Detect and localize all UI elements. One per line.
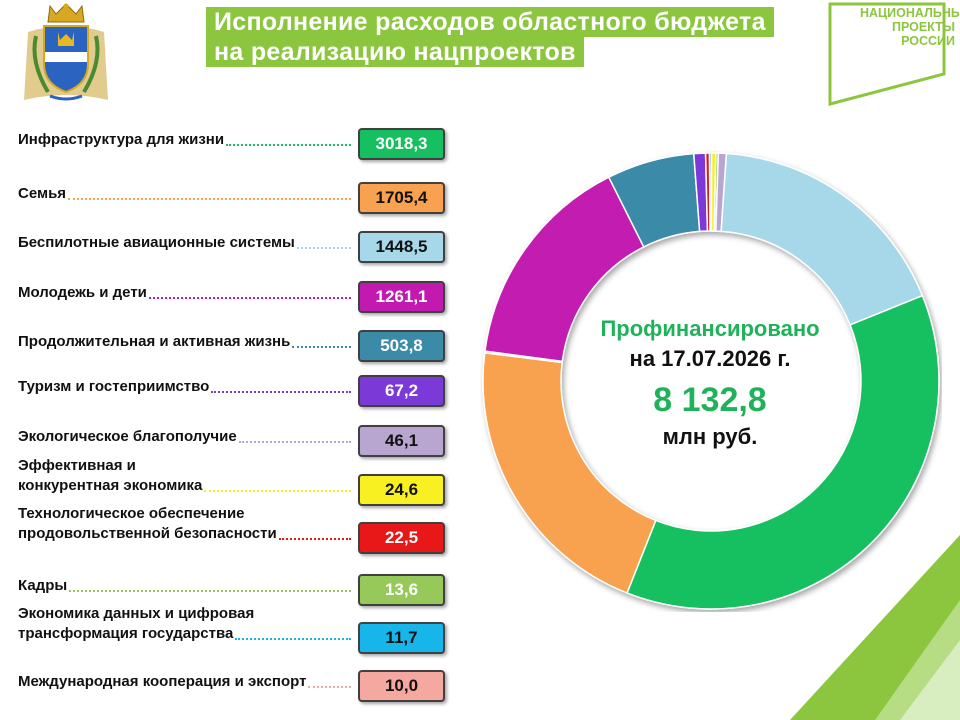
legend-label-text: Экономика данных и цифровая bbox=[18, 605, 255, 622]
legend-leader-dots bbox=[238, 441, 351, 443]
legend-value-badge: 24,6 bbox=[358, 474, 445, 506]
legend-value-badge: 3018,3 bbox=[358, 128, 445, 160]
legend-value-badge: 503,8 bbox=[358, 330, 445, 362]
legend-value-badge: 22,5 bbox=[358, 522, 445, 554]
legend-leader-dots bbox=[204, 490, 351, 492]
legend-label: Международная кооперация и экспорт bbox=[18, 672, 351, 692]
legend-label-text: конкурентная экономика bbox=[18, 477, 203, 494]
legend-label: Семья bbox=[18, 184, 351, 204]
legend-value-badge: 10,0 bbox=[358, 670, 445, 702]
legend-label: Технологическое обеспечение продовольстве… bbox=[18, 504, 351, 544]
legend-leader-dots bbox=[211, 391, 351, 393]
national-projects-logo-text: НАЦИОНАЛЬНЫЕ ПРОЕКТЫ РОССИИ bbox=[860, 6, 960, 48]
title-line-2: на реализацию нацпроектов bbox=[206, 37, 584, 67]
legend-label-text: Туризм и гостеприимство bbox=[18, 378, 210, 395]
legend-label-text: Беспилотные авиационные системы bbox=[18, 234, 295, 251]
legend-leader-dots bbox=[226, 144, 351, 146]
legend-leader-dots bbox=[292, 346, 351, 348]
legend-value-badge: 1261,1 bbox=[358, 281, 445, 313]
legend-label: Продолжительная и активная жизнь bbox=[18, 332, 351, 352]
legend-label: Экологическое благополучие bbox=[18, 427, 351, 447]
donut-slice bbox=[720, 152, 924, 326]
donut-center-summary: Профинансировано на 17.07.2026 г. 8 132,… bbox=[560, 314, 860, 452]
legend-label: Инфраструктура для жизни bbox=[18, 130, 351, 150]
national-projects-logo bbox=[828, 2, 946, 106]
legend-value-badge: 11,7 bbox=[358, 622, 445, 654]
legend-label: Туризм и гостеприимство bbox=[18, 377, 351, 397]
legend-value-badge: 46,1 bbox=[358, 425, 445, 457]
legend-label: Беспилотные авиационные системы bbox=[18, 233, 351, 253]
kaluga-coat-of-arms-icon bbox=[24, 3, 108, 101]
total-unit: млн руб. bbox=[662, 424, 758, 449]
legend-label-text: Международная кооперация и экспорт bbox=[18, 673, 307, 690]
legend-value-badge: 67,2 bbox=[358, 375, 445, 407]
legend-leader-dots bbox=[296, 247, 351, 249]
legend-label-text: Технологическое обеспечение bbox=[18, 505, 245, 522]
legend-label: Экономика данных и цифровая трансформация… bbox=[18, 604, 351, 644]
legend-label-text: Продолжительная и активная жизнь bbox=[18, 333, 291, 350]
legend-value-badge: 1448,5 bbox=[358, 231, 445, 263]
donut-slice bbox=[626, 294, 940, 610]
legend-value-badge: 13,6 bbox=[358, 574, 445, 606]
legend-label-text: трансформация государства bbox=[18, 625, 234, 642]
total-value: 8 132,8 bbox=[653, 381, 767, 419]
legend-label: Кадры bbox=[18, 576, 351, 596]
donut-chart bbox=[482, 152, 940, 610]
legend-label-text: Молодежь и дети bbox=[18, 284, 147, 301]
legend-leader-dots bbox=[235, 638, 351, 640]
legend-leader-dots bbox=[148, 297, 351, 299]
legend-label: Эффективная и конкурентная экономика bbox=[18, 456, 351, 496]
logo-line-1: НАЦИОНАЛЬНЫЕ bbox=[860, 6, 960, 20]
legend-leader-dots bbox=[308, 686, 351, 688]
legend-label-text: Семья bbox=[18, 185, 67, 202]
legend-label-text: продовольственной безопасности bbox=[18, 525, 277, 542]
legend-label-text: Инфраструктура для жизни bbox=[18, 131, 225, 148]
legend-leader-dots bbox=[69, 590, 351, 592]
financed-label: Профинансировано bbox=[600, 316, 820, 341]
legend-value-badge: 1705,4 bbox=[358, 182, 445, 214]
report-date: на 17.07.2026 г. bbox=[629, 346, 791, 371]
legend-label: Молодежь и дети bbox=[18, 283, 351, 303]
legend-label-text: Экологическое благополучие bbox=[18, 428, 237, 445]
logo-line-2: ПРОЕКТЫ bbox=[891, 20, 955, 34]
legend-label-text: Кадры bbox=[18, 577, 68, 594]
legend-leader-dots bbox=[68, 198, 351, 200]
legend-label-text: Эффективная и bbox=[18, 457, 136, 474]
legend-leader-dots bbox=[278, 538, 351, 540]
logo-line-3: РОССИИ bbox=[901, 34, 955, 48]
title-line-1: Исполнение расходов областного бюджета bbox=[206, 7, 774, 37]
